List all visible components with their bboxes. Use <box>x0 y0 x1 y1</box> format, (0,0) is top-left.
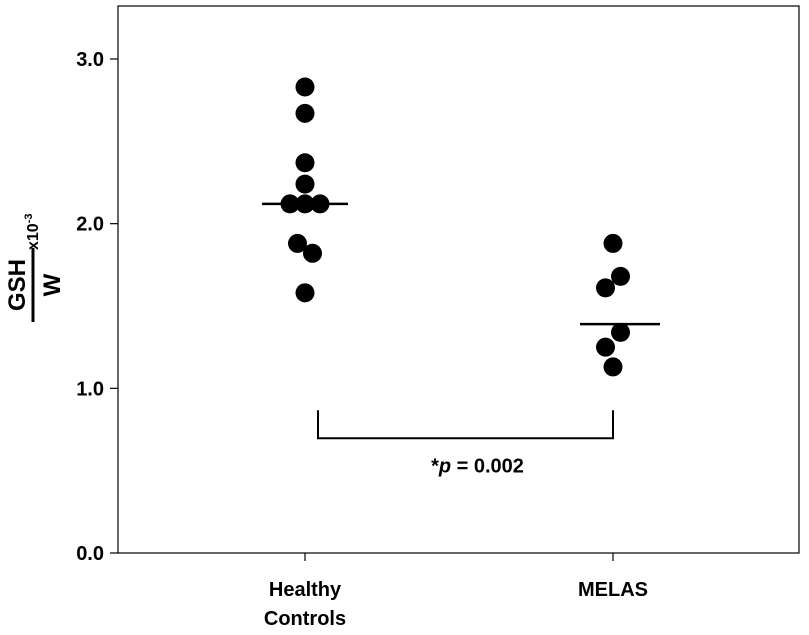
y-axis-label-numerator: GSH <box>4 259 31 311</box>
x-category-label: Controls <box>264 608 346 630</box>
y-tick-label: 1.0 <box>76 378 104 400</box>
data-point <box>303 243 322 263</box>
data-point <box>295 103 315 123</box>
plot-frame <box>117 5 800 554</box>
data-point <box>295 283 315 303</box>
data-point <box>295 77 315 97</box>
y-axis-label: GSH W x10-3 <box>4 214 66 322</box>
data-point <box>295 153 315 173</box>
y-tick-label: 0.0 <box>76 543 104 565</box>
data-point <box>603 357 623 377</box>
y-tick-label: 2.0 <box>76 214 104 236</box>
data-point <box>295 174 315 194</box>
data-point <box>611 266 630 286</box>
plot-area: 0.0 1.0 2.0 3.0 Healthy Controls MELAS *p = 0.0… <box>76 5 800 630</box>
y-axis-label-scale: x10-3 <box>23 214 42 250</box>
x-category-label: Healthy <box>269 579 342 601</box>
data-point <box>596 337 615 357</box>
data-point <box>288 233 307 253</box>
p-value-annotation: *p = 0.002 <box>431 455 524 477</box>
data-point <box>611 322 630 342</box>
y-tick-label: 3.0 <box>76 49 104 71</box>
y-axis-label-denominator: W <box>39 273 66 296</box>
data-point <box>603 233 623 253</box>
data-point <box>596 278 615 298</box>
significance-bracket <box>317 410 614 440</box>
x-category-label: MELAS <box>578 579 648 601</box>
